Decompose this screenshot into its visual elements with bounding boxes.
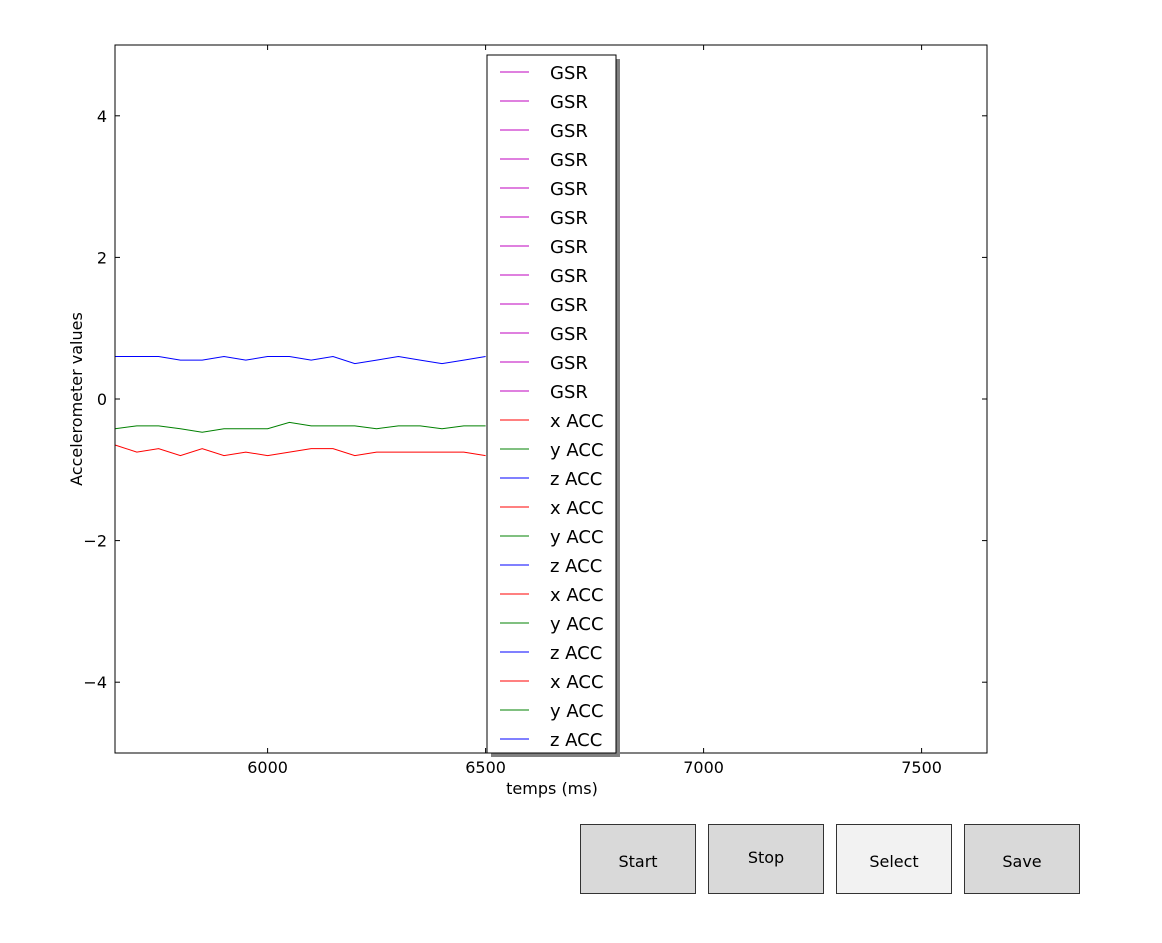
legend-label: z ACC bbox=[550, 730, 602, 751]
x-tick-label: 7500 bbox=[901, 758, 942, 777]
series-layer bbox=[114, 355, 486, 457]
y-tick-label: −2 bbox=[83, 532, 107, 551]
legend-label: x ACC bbox=[550, 672, 604, 693]
y-tick-label: 4 bbox=[97, 107, 107, 126]
legend-label: GSR bbox=[550, 324, 588, 345]
save-button[interactable]: Save bbox=[964, 824, 1080, 894]
y-axis-label: Accelerometer values bbox=[67, 312, 86, 486]
legend-label: y ACC bbox=[550, 614, 604, 635]
series-line-2 bbox=[114, 444, 486, 457]
legend-label: GSR bbox=[550, 63, 588, 84]
series-line-1 bbox=[114, 421, 486, 433]
legend-label: GSR bbox=[550, 382, 588, 403]
legend-label: z ACC bbox=[550, 643, 602, 664]
x-tick-label: 6500 bbox=[465, 758, 506, 777]
x-tick-label: 6000 bbox=[247, 758, 288, 777]
legend-label: GSR bbox=[550, 179, 588, 200]
select-button-label: Select bbox=[869, 851, 919, 871]
legend-label: y ACC bbox=[550, 440, 604, 461]
legend-label: x ACC bbox=[550, 498, 604, 519]
select-button[interactable]: Select bbox=[836, 824, 952, 894]
save-button-label: Save bbox=[1002, 851, 1042, 871]
legend: GSR GSR GSR GSR GSR GSR GSR GSR GSR GSR GSR GSR x AC… bbox=[486, 54, 620, 757]
legend-label: GSR bbox=[550, 121, 588, 142]
x-tick-label: 7000 bbox=[683, 758, 724, 777]
legend-label: GSR bbox=[550, 353, 588, 374]
series-line-0 bbox=[115, 355, 486, 365]
legend-label: x ACC bbox=[550, 585, 604, 606]
legend-label: y ACC bbox=[550, 701, 604, 722]
y-tick-label: −4 bbox=[83, 673, 107, 692]
legend-label: GSR bbox=[550, 237, 588, 258]
start-button-label: Start bbox=[618, 851, 658, 871]
legend-box bbox=[486, 54, 617, 754]
x-axis-label: temps (ms) bbox=[506, 779, 598, 798]
axis-ticks: 6000 6500 7000 7500 4 2 0 −2 −4 bbox=[83, 45, 987, 777]
legend-label: GSR bbox=[550, 150, 588, 171]
start-button[interactable]: Start bbox=[580, 824, 696, 894]
stop-button[interactable]: Stop bbox=[708, 824, 824, 894]
y-tick-label: 0 bbox=[97, 390, 107, 409]
legend-label: x ACC bbox=[550, 411, 604, 432]
legend-label: z ACC bbox=[550, 556, 602, 577]
legend-label: y ACC bbox=[550, 527, 604, 548]
y-tick-label: 2 bbox=[97, 248, 107, 267]
legend-label: GSR bbox=[550, 208, 588, 229]
stop-button-label: Stop bbox=[747, 847, 785, 867]
legend-label: z ACC bbox=[550, 469, 602, 490]
legend-label: GSR bbox=[550, 92, 588, 113]
legend-label: GSR bbox=[550, 266, 588, 287]
legend-label: GSR bbox=[550, 295, 588, 316]
